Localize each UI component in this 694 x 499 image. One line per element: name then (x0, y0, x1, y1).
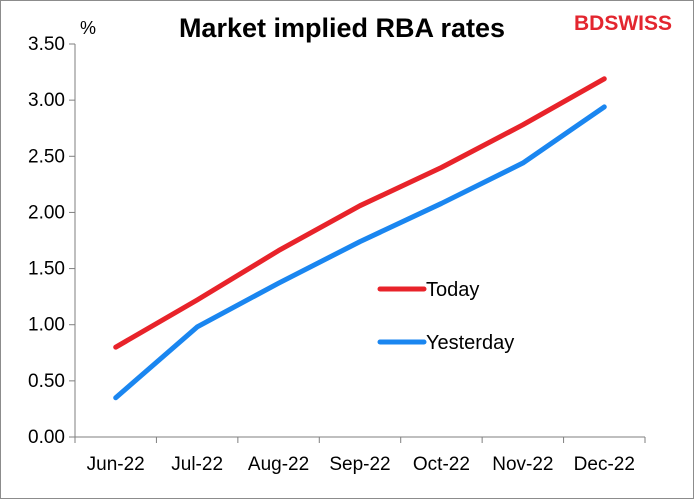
x-tick-label: Dec-22 (574, 454, 635, 475)
x-tick-label: Oct-22 (413, 454, 470, 475)
series-line-today (113, 76, 607, 350)
y-tick-label: 2.00 (28, 202, 65, 223)
y-axis-unit: % (80, 18, 96, 38)
legend: Today Yesterday (377, 279, 514, 354)
x-tick-label: Nov-22 (492, 454, 553, 475)
x-tick-label: Aug-22 (248, 454, 309, 475)
legend-label-yesterday: Yesterday (426, 332, 514, 354)
y-tick-label: 3.00 (28, 90, 65, 111)
x-tick-label: Jul-22 (171, 454, 223, 475)
series-layer (113, 76, 607, 401)
y-tick-label: 3.50 (28, 34, 65, 55)
x-tick-label: Sep-22 (329, 454, 390, 475)
brand-logo-text: BDSWISS (574, 12, 672, 35)
x-tick-label: Jun-22 (87, 454, 145, 475)
y-tick-label: 1.50 (28, 259, 65, 280)
y-axis: 0.00 0.50 1.00 1.50 2.00 2.50 3.00 3.50 (28, 34, 76, 448)
y-tick-label: 0.00 (28, 427, 65, 448)
brand-logo: BDSWISS (574, 12, 672, 35)
series-line-yesterday (113, 104, 607, 401)
x-axis: Jun-22 Jul-22 Aug-22 Sep-22 Oct-22 Nov-22 Dec-… (74, 436, 646, 475)
y-tick-label: 0.50 (28, 371, 65, 392)
y-tick-label: 2.50 (28, 146, 65, 167)
chart-title: Market implied RBA rates (179, 13, 505, 43)
legend-label-today: Today (426, 279, 479, 301)
y-tick-label: 1.00 (28, 315, 65, 336)
